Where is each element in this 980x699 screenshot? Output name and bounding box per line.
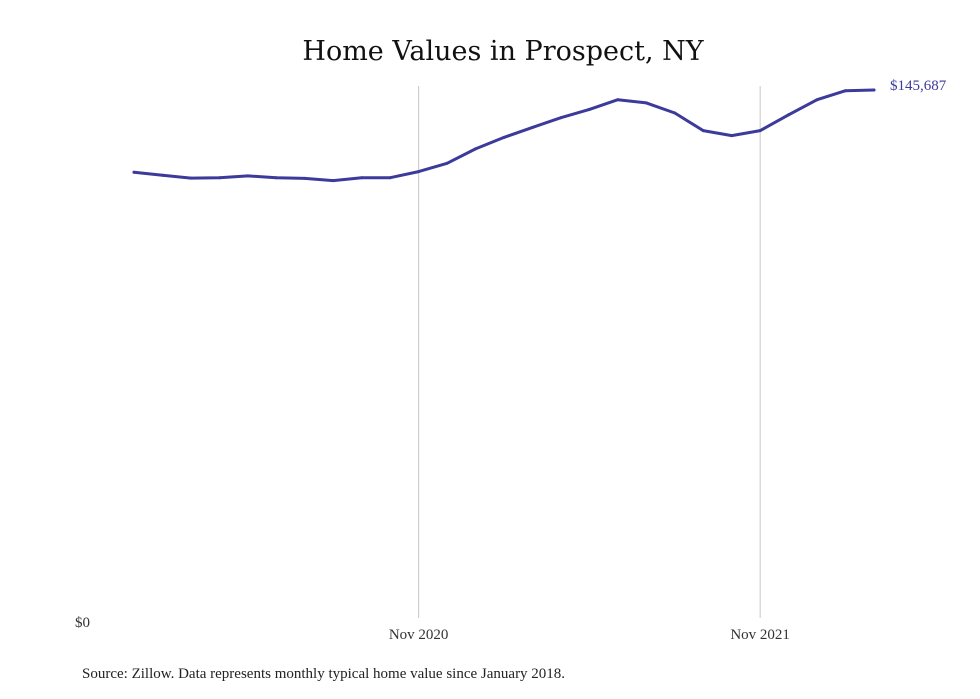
data-point	[844, 89, 847, 93]
data-point	[815, 98, 819, 102]
data-point	[161, 173, 164, 177]
data-point	[474, 147, 477, 151]
data-point	[303, 176, 307, 180]
data-point	[331, 179, 335, 183]
data-point	[872, 88, 876, 92]
data-point	[274, 176, 278, 180]
x-tick-label: Nov 2021	[730, 627, 790, 643]
data-point	[189, 176, 193, 180]
data-point	[644, 101, 648, 105]
gridlines	[418, 86, 761, 618]
end-value-label: $145,687	[890, 78, 947, 94]
x-axis-ticks: Nov 2020 Nov 2021	[389, 627, 790, 643]
data-point	[360, 176, 364, 180]
data-point	[531, 125, 534, 129]
y-baseline-label: $0	[75, 615, 90, 631]
chart-title: Home Values in Prospect, NY	[302, 36, 704, 67]
data-point	[673, 111, 677, 115]
data-point	[758, 129, 762, 133]
data-point	[417, 170, 421, 174]
series-group: $145,687	[132, 78, 947, 183]
data-point	[787, 113, 791, 117]
data-point	[246, 174, 250, 178]
source-note: Source: Zillow. Data represents monthly …	[82, 666, 566, 682]
data-point	[502, 135, 506, 139]
data-point	[388, 176, 392, 180]
data-point	[559, 116, 563, 120]
data-point	[132, 170, 136, 174]
data-point	[587, 107, 591, 111]
data-point	[730, 134, 734, 138]
data-point	[445, 161, 449, 165]
data-point	[701, 129, 705, 133]
series-line	[132, 88, 876, 183]
x-tick-label: Nov 2020	[389, 627, 449, 643]
data-point	[616, 98, 620, 102]
data-point	[217, 176, 221, 180]
